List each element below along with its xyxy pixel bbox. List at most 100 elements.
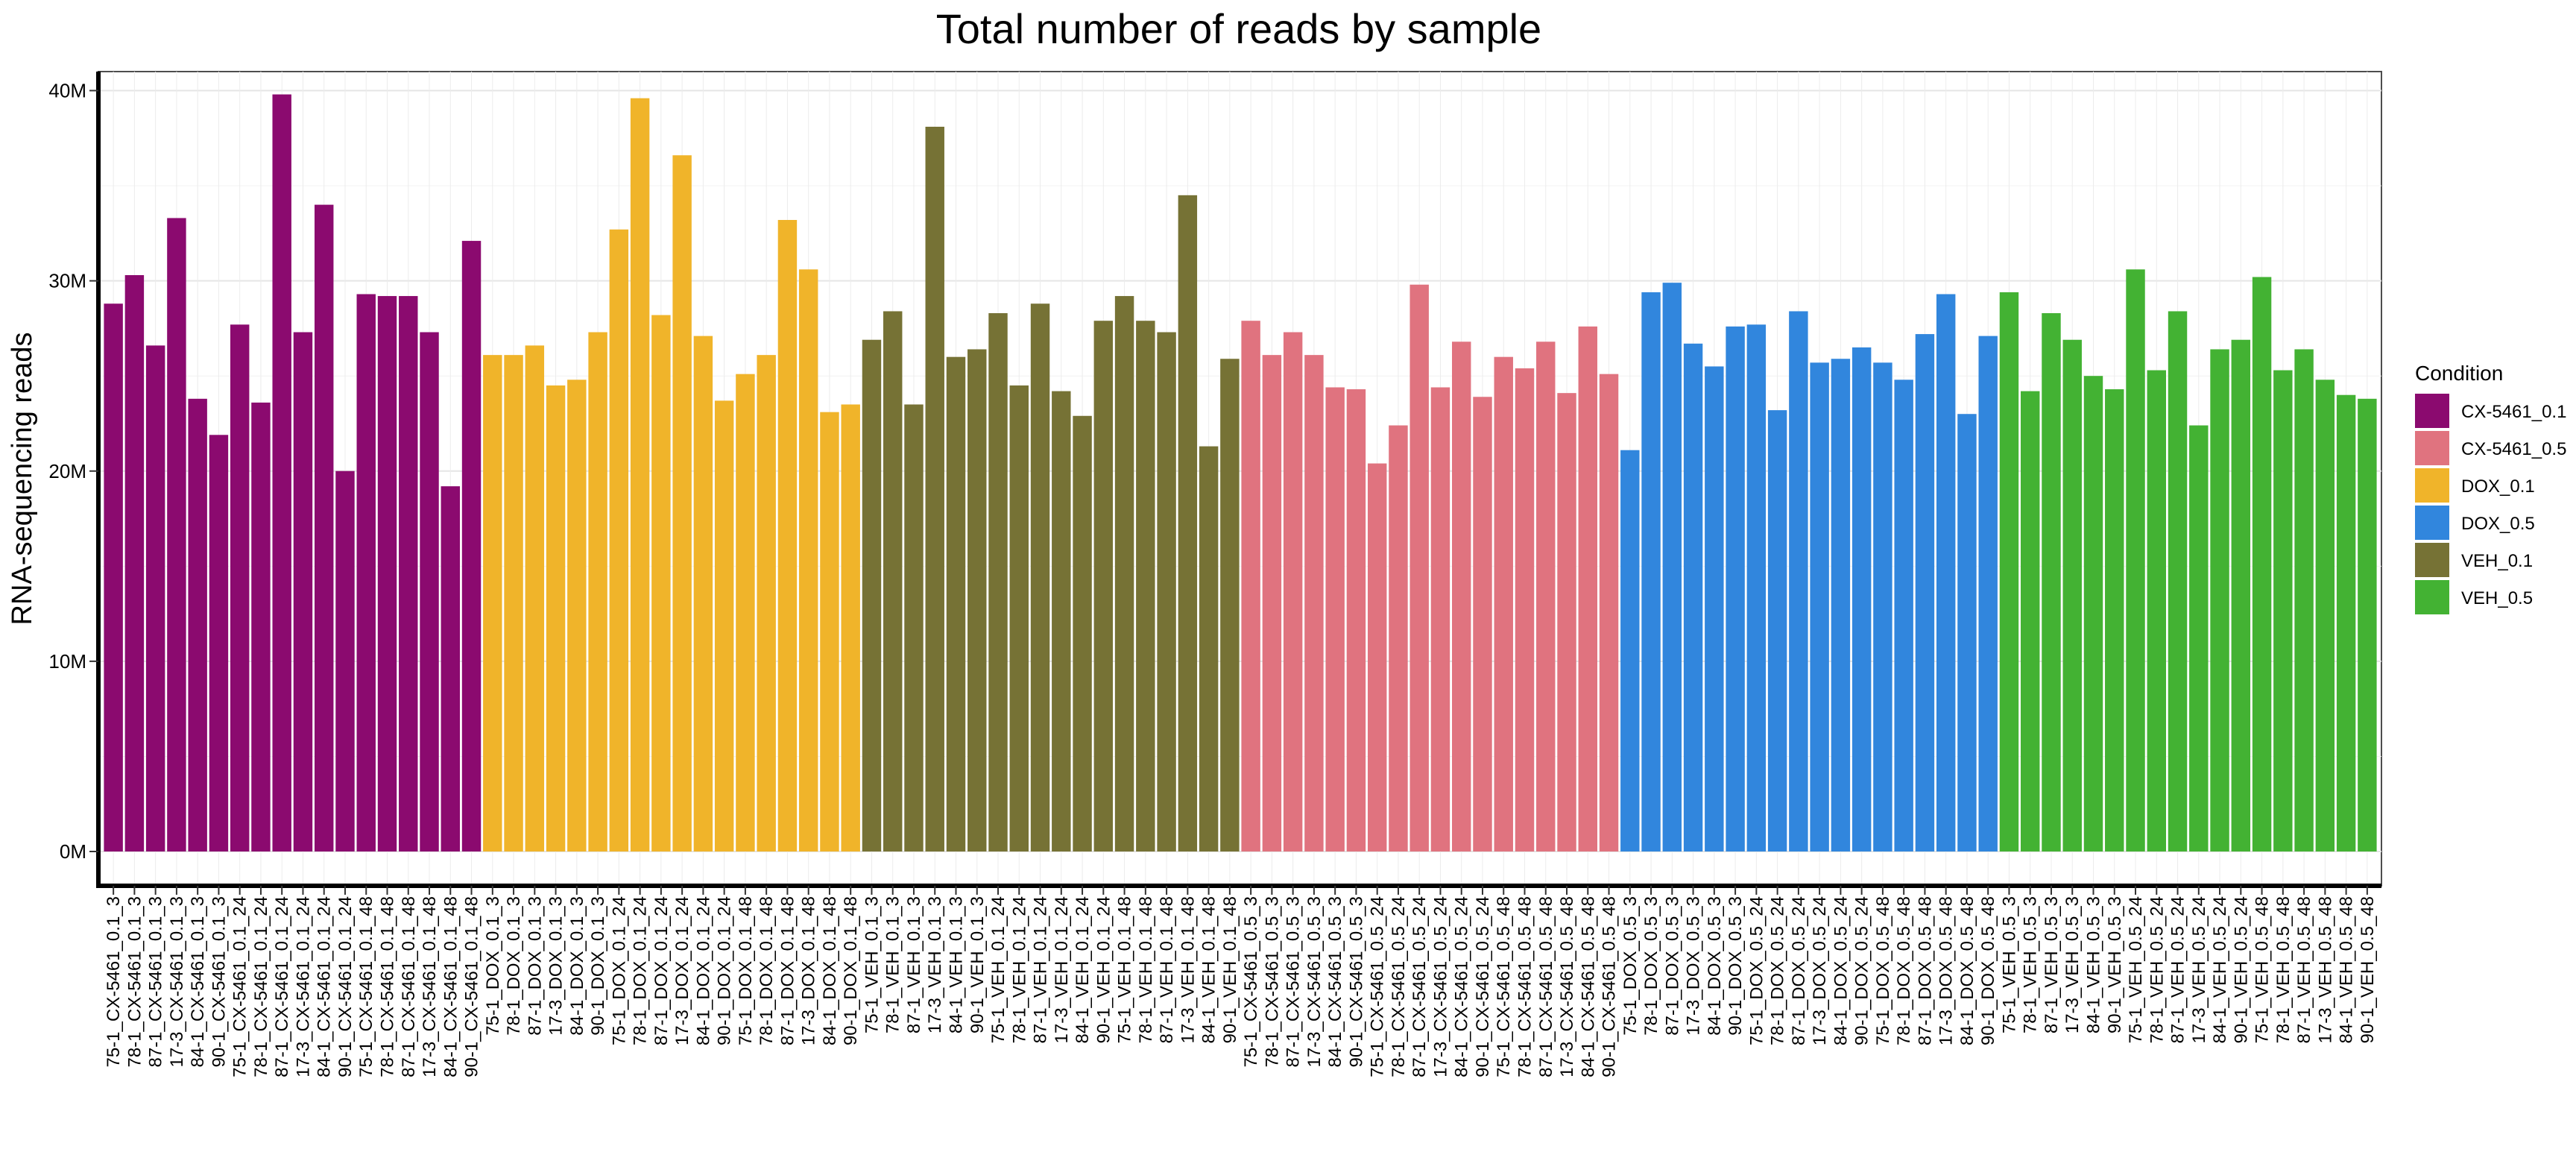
bar [504,355,523,851]
x-tick-label: 90-1_CX-5461_0.5_24 [1473,896,1493,1077]
x-tick-label: 78-1_VEH_0.1_3 [883,896,903,1033]
x-tick-label: 90-1_CX-5461_0.1_24 [335,896,356,1077]
bar [1157,332,1176,851]
bar [1683,343,1703,851]
x-tick-label: 87-1_VEH_0.1_48 [1157,896,1177,1043]
bar [841,404,860,851]
x-tick-label: 75-1_CX-5461_0.5_24 [1368,896,1388,1077]
x-tick-label: 87-1_CX-5461_0.5_48 [1536,896,1556,1077]
legend-label: VEH_0.5 [2461,588,2533,608]
x-tick-label: 90-1_DOX_0.5_48 [1978,896,1998,1045]
bar [588,332,607,851]
bar [1915,334,1935,851]
bar [1030,303,1050,851]
x-tick-label: 78-1_CX-5461_0.5_24 [1389,896,1409,1077]
legend-label: DOX_0.5 [2461,514,2535,534]
bar [1746,324,1767,851]
x-tick-label: 84-1_CX-5461_0.1_24 [315,896,335,1077]
bar [1178,195,1198,852]
bar [1283,332,1303,851]
x-tick-label: 78-1_VEH_0.1_24 [1009,896,1029,1043]
x-tick-label: 87-1_CX-5461_0.1_24 [272,896,292,1077]
x-tick-label: 17-3_CX-5461_0.1_48 [420,896,440,1077]
bar [1093,321,1114,852]
x-tick-label: 84-1_DOX_0.5_24 [1831,896,1851,1045]
bar [230,324,250,851]
bar [567,380,587,851]
bar [1367,463,1387,851]
x-tick-label: 90-1_CX-5461_0.5_48 [1600,896,1620,1077]
bar [777,219,798,851]
bar [1999,292,2019,851]
bar [798,269,818,851]
x-tick-label: 78-1_DOX_0.1_24 [631,896,651,1045]
x-tick-label: 84-1_CX-5461_0.1_48 [441,896,461,1077]
bar [1831,359,1851,852]
x-tick-label: 75-1_CX-5461_0.1_24 [230,896,250,1077]
bar [820,412,839,851]
legend-label: CX-5461_0.5 [2461,439,2566,459]
legend-swatch [2415,580,2449,614]
x-tick-label: 75-1_CX-5461_0.1_3 [104,896,124,1068]
bar [1852,347,1872,851]
y-tick-label: 0M [60,840,86,863]
x-tick-label: 17-3_CX-5461_0.1_24 [293,896,313,1077]
x-tick-label: 87-1_CX-5461_0.5_24 [1409,896,1430,1077]
bar [251,402,271,851]
x-tick-label: 75-1_VEH_0.1_24 [988,896,1008,1043]
bar [483,355,502,851]
bar [1957,414,1977,851]
x-tick-label: 78-1_CX-5461_0.1_3 [124,896,145,1068]
bar [736,374,755,851]
x-tick-label: 17-3_VEH_0.1_24 [1052,896,1072,1043]
bar [1810,362,1829,852]
legend-title: Condition [2415,362,2503,385]
bar [2336,394,2356,851]
x-tick-label: 84-1_DOX_0.5_3 [1705,896,1725,1036]
bar [630,98,650,852]
bar [2189,425,2209,851]
x-tick-label: 75-1_VEH_0.5_24 [2126,896,2146,1043]
x-tick-label: 75-1_DOX_0.1_3 [483,896,503,1036]
x-tick-label: 84-1_CX-5461_0.5_3 [1325,896,1345,1068]
bar [1220,359,1240,852]
x-tick-label: 87-1_DOX_0.1_3 [525,896,545,1036]
bar [1452,341,1471,851]
x-tick-label: 17-3_CX-5461_0.5_24 [1430,896,1450,1077]
bar [925,126,944,852]
bar [335,470,355,851]
x-tick-label: 17-3_CX-5461_0.5_48 [1557,896,1577,1077]
x-tick-label: 75-1_VEH_0.1_3 [862,896,882,1033]
legend-swatch [2415,543,2449,577]
x-tick-label: 75-1_CX-5461_0.5_3 [1241,896,1261,1068]
x-tick-label: 78-1_CX-5461_0.1_48 [378,896,398,1077]
bar [1936,294,1956,851]
x-tick-label: 87-1_CX-5461_0.1_48 [399,896,419,1077]
bar [1389,425,1408,851]
x-tick-label: 84-1_VEH_0.5_48 [2337,896,2357,1043]
bar [399,296,418,851]
bar [2358,398,2377,851]
bar [145,345,165,851]
legend-swatch [2415,431,2449,465]
chart-title: Total number of reads by sample [936,5,1541,52]
x-tick-label: 87-1_VEH_0.5_24 [2168,896,2188,1043]
x-tick-label: 78-1_DOX_0.1_3 [504,896,524,1036]
bar [2021,391,2040,851]
bar [1557,393,1576,851]
bar [651,315,671,851]
x-tick-label: 87-1_VEH_0.1_3 [904,896,924,1033]
bar [2147,370,2166,851]
bar [2210,349,2229,852]
bar [714,400,734,851]
x-tick-label: 87-1_CX-5461_0.5_3 [1284,896,1304,1068]
bar [946,356,966,851]
bar [2273,370,2293,851]
x-tick-label: 78-1_DOX_0.1_48 [757,896,777,1045]
x-tick-label: 17-3_VEH_0.5_24 [2189,896,2209,1043]
x-tick-label: 17-3_DOX_0.5_3 [1684,896,1704,1036]
x-tick-label: 84-1_VEH_0.1_24 [1073,896,1093,1043]
legend-label: CX-5461_0.1 [2461,402,2566,422]
bar [1430,387,1450,851]
